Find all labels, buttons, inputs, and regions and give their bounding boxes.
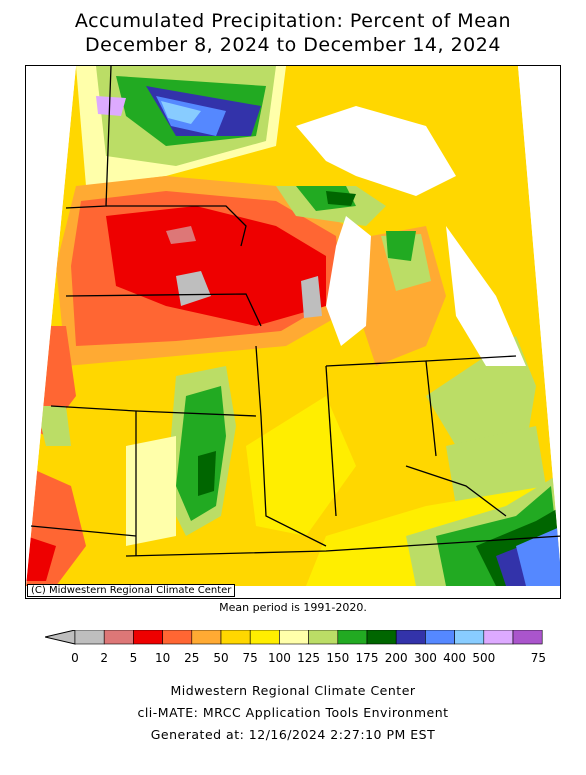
legend-swatch <box>425 630 455 645</box>
legend-tick-label: 5 <box>130 651 138 665</box>
legend-tick-label: 500 <box>472 651 495 665</box>
legend-swatch <box>191 630 222 645</box>
mean-period-note: Mean period is 1991-2020. <box>219 601 367 614</box>
legend-tick-label: 750 <box>531 651 545 665</box>
map-date-range: December 8, 2024 to December 14, 2024 <box>85 34 501 56</box>
legend-tick-label: 0 <box>71 651 79 665</box>
legend-swatch <box>483 630 514 645</box>
legend-swatch <box>366 630 397 645</box>
legend-swatch <box>454 630 485 645</box>
legend-swatch <box>249 630 280 645</box>
legend-tick-label: 400 <box>443 651 466 665</box>
legend-swatch <box>337 630 368 645</box>
map-title: Accumulated Precipitation: Percent of Me… <box>74 10 512 32</box>
legend-tick-label: 200 <box>385 651 408 665</box>
legend-tick-label: 25 <box>184 651 199 665</box>
legend-tick-label: 125 <box>297 651 320 665</box>
legend-swatch <box>279 630 309 645</box>
legend-tick-label: 300 <box>414 651 437 665</box>
legend-swatch <box>220 630 251 645</box>
legend-tick-label: 175 <box>356 651 379 665</box>
legend-swatch <box>103 630 134 645</box>
legend-underflow-arrow <box>45 630 76 645</box>
footer-timestamp: Generated at: 12/16/2024 2:27:10 PM EST <box>150 727 436 742</box>
footer-application: cli-MATE: MRCC Application Tools Environ… <box>137 705 449 720</box>
legend-tick-label: 10 <box>155 651 170 665</box>
legend-tick-label: 75 <box>243 651 258 665</box>
legend-tick-label: 100 <box>268 651 291 665</box>
legend-swatch <box>512 630 543 645</box>
legend-swatch <box>133 630 163 645</box>
legend-swatch <box>162 630 193 645</box>
map-canvas <box>26 66 560 586</box>
legend-tick-label: 2 <box>100 651 108 665</box>
legend-swatch <box>74 630 105 645</box>
state-borders <box>30 66 560 557</box>
map-credit: (C) Midwestern Regional Climate Center <box>27 584 236 597</box>
legend-swatch <box>395 630 426 645</box>
footer-organization: Midwestern Regional Climate Center <box>170 683 416 698</box>
color-legend: 02510255075100125150175200300400500750 <box>45 630 545 665</box>
precipitation-map: (C) Midwestern Regional Climate Center <box>25 65 561 599</box>
legend-tick-label: 50 <box>213 651 228 665</box>
legend-tick-label: 150 <box>326 651 349 665</box>
legend-swatch <box>308 630 339 645</box>
